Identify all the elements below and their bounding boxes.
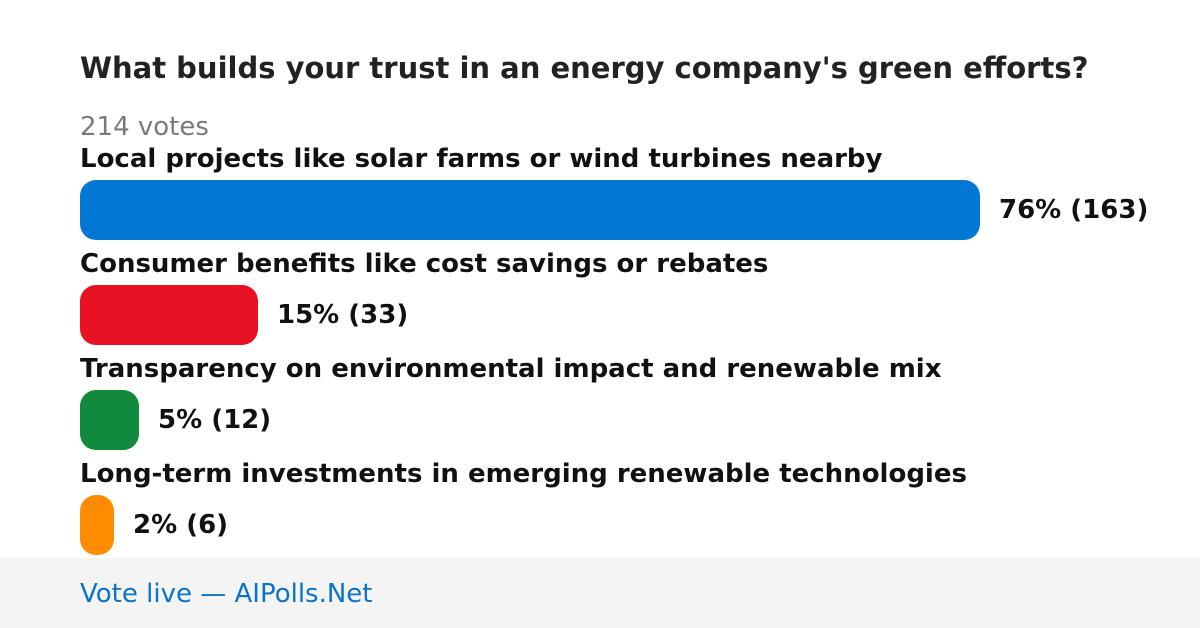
vote-live-link[interactable]: Vote live — AIPolls.Net bbox=[80, 579, 373, 609]
option-label: Long-term investments in emerging renewa… bbox=[80, 459, 967, 489]
poll-option: Local projects like solar farms or wind … bbox=[80, 143, 1180, 243]
poll-option: Long-term investments in emerging renewa… bbox=[80, 458, 1180, 558]
poll-option: Consumer benefits like cost savings or r… bbox=[80, 248, 1180, 348]
option-label: Transparency on environmental impact and… bbox=[80, 354, 942, 384]
result-bar bbox=[80, 390, 139, 450]
result-value-label: 2% (6) bbox=[133, 510, 229, 540]
result-bar bbox=[80, 180, 980, 240]
result-bar bbox=[80, 285, 258, 345]
result-value-label: 5% (12) bbox=[158, 405, 272, 435]
option-label: Consumer benefits like cost savings or r… bbox=[80, 249, 769, 279]
poll-question: What builds your trust in an energy comp… bbox=[80, 51, 1089, 85]
option-label: Local projects like solar farms or wind … bbox=[80, 144, 883, 174]
result-value-label: 15% (33) bbox=[277, 300, 409, 330]
result-value-label: 76% (163) bbox=[999, 195, 1149, 225]
poll-option: Transparency on environmental impact and… bbox=[80, 353, 1180, 453]
result-bar bbox=[80, 495, 114, 555]
footer: Vote live — AIPolls.Net bbox=[0, 558, 1200, 628]
vote-count: 214 votes bbox=[80, 112, 209, 142]
